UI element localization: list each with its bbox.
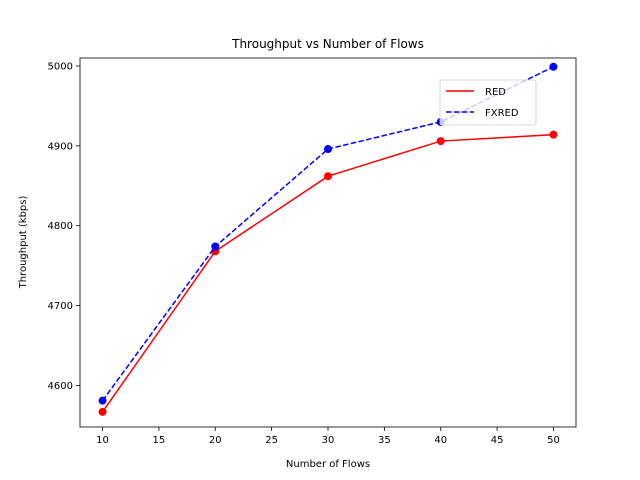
data-point-red	[549, 130, 558, 139]
data-point-red	[436, 137, 445, 146]
y-tick-label: 4800	[48, 221, 73, 232]
x-tick-label: 25	[265, 435, 278, 446]
data-point-red	[98, 407, 107, 416]
x-axis-label: Number of Flows	[286, 459, 370, 470]
legend-label-red: RED	[485, 87, 506, 98]
x-tick-label: 50	[547, 435, 560, 446]
data-point-fxred	[324, 145, 332, 154]
x-tick-label: 10	[96, 435, 109, 446]
legend-label-fxred: FXRED	[485, 108, 519, 119]
data-point-red	[324, 172, 332, 181]
x-tick-label: 30	[322, 435, 335, 446]
y-tick-label: 5000	[48, 61, 73, 72]
x-tick-label: 45	[491, 435, 504, 446]
x-tick-label: 15	[153, 435, 166, 446]
data-point-fxred	[211, 242, 220, 251]
chart-title: Throughput vs Number of Flows	[231, 37, 424, 51]
y-tick-label: 4600	[48, 381, 73, 392]
y-tick-label: 4900	[48, 141, 73, 152]
x-axis-ticks: 10 15 20 25 30 35 40 45 50	[96, 427, 560, 446]
x-tick-label: 20	[209, 435, 222, 446]
y-tick-label: 4700	[48, 301, 73, 312]
legend: RED FXRED	[439, 79, 537, 126]
x-tick-label: 40	[434, 435, 447, 446]
x-tick-label: 35	[378, 435, 391, 446]
data-point-fxred	[98, 396, 107, 405]
y-axis-ticks: 4600 4700 4800 4900 5000	[48, 61, 80, 392]
data-point-fxred	[549, 62, 558, 71]
y-axis-label: Throughput (kbps)	[18, 196, 29, 290]
plot-frame	[79, 57, 577, 428]
